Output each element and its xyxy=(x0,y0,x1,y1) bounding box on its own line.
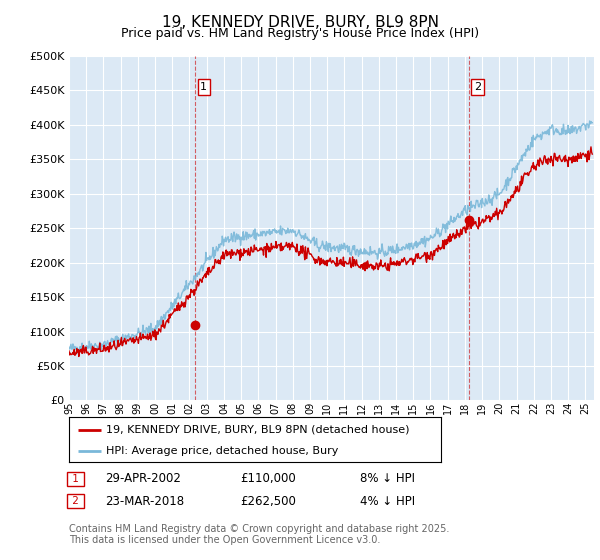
Text: Contains HM Land Registry data © Crown copyright and database right 2025.
This d: Contains HM Land Registry data © Crown c… xyxy=(69,524,449,545)
Text: HPI: Average price, detached house, Bury: HPI: Average price, detached house, Bury xyxy=(106,446,338,456)
Text: Price paid vs. HM Land Registry's House Price Index (HPI): Price paid vs. HM Land Registry's House … xyxy=(121,27,479,40)
Text: 4% ↓ HPI: 4% ↓ HPI xyxy=(360,494,415,508)
Text: 2: 2 xyxy=(69,496,82,506)
Text: £262,500: £262,500 xyxy=(240,494,296,508)
Text: 23-MAR-2018: 23-MAR-2018 xyxy=(105,494,184,508)
Text: 1: 1 xyxy=(200,82,207,92)
Text: 1: 1 xyxy=(69,474,82,484)
Text: 19, KENNEDY DRIVE, BURY, BL9 8PN (detached house): 19, KENNEDY DRIVE, BURY, BL9 8PN (detach… xyxy=(106,424,410,435)
Text: 8% ↓ HPI: 8% ↓ HPI xyxy=(360,472,415,486)
Text: £110,000: £110,000 xyxy=(240,472,296,486)
Text: 2: 2 xyxy=(474,82,481,92)
Text: 19, KENNEDY DRIVE, BURY, BL9 8PN: 19, KENNEDY DRIVE, BURY, BL9 8PN xyxy=(161,15,439,30)
Text: 29-APR-2002: 29-APR-2002 xyxy=(105,472,181,486)
